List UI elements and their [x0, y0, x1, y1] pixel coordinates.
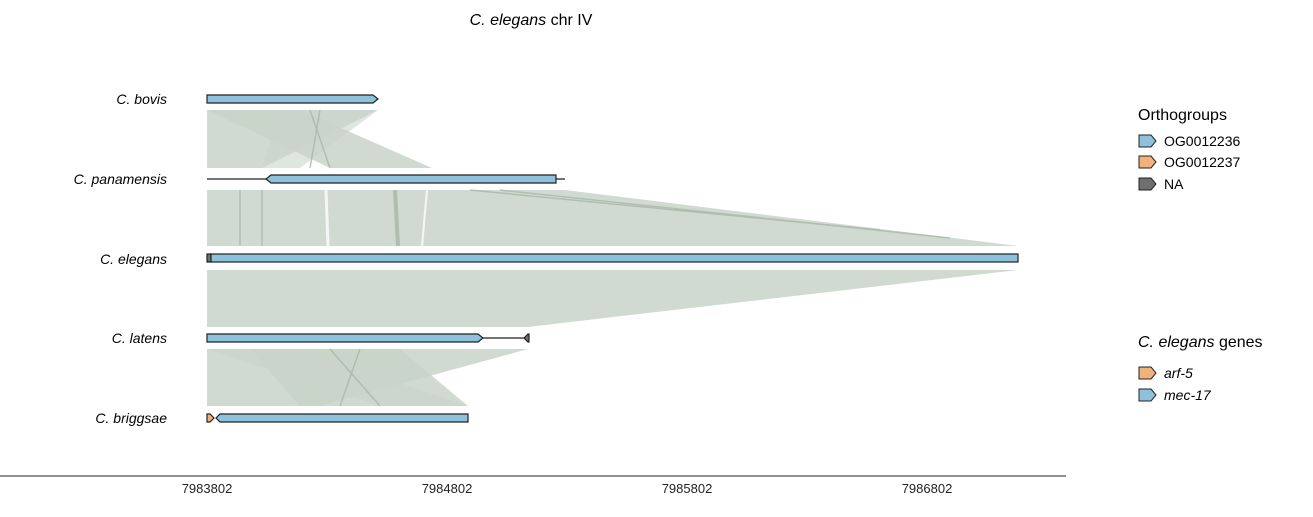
gene-briggsae-mec17 — [215, 413, 469, 423]
x-tick-label: 7985802 — [662, 481, 713, 496]
synteny-ribbon-latens-briggsae-c — [207, 349, 468, 406]
x-tick-label: 7986802 — [902, 481, 953, 496]
legend-label-na: NA — [1164, 176, 1184, 192]
synteny-ribbons — [207, 110, 1018, 406]
synteny-ribbon-elegans-latens — [207, 270, 1018, 327]
legend-swatch-na — [1138, 177, 1157, 191]
track-label-panamensis: C. panamensis — [74, 171, 167, 187]
legend-orthogroups: Orthogroups OG0012236 OG0012237 NA — [1138, 107, 1240, 192]
gene-briggsae-arf5 — [206, 413, 215, 423]
synteny-stripes — [239, 109, 951, 407]
x-tick-label: 7984802 — [422, 481, 473, 496]
track-labels: C. bovis C. panamensis C. elegans C. lat… — [74, 91, 168, 426]
gene-elegans-mec17 — [210, 253, 1019, 263]
gene-latens-mec17 — [206, 333, 484, 343]
track-label-bovis: C. bovis — [116, 91, 167, 107]
gene-latens-na — [523, 333, 530, 343]
legend-label-mec17: mec-17 — [1164, 387, 1212, 403]
legend-orthogroups-title: Orthogroups — [1138, 107, 1227, 124]
gene-panamensis-mec17 — [265, 174, 557, 184]
track-label-briggsae: C. briggsae — [95, 410, 167, 426]
figure-title: C. elegans chr IV — [470, 12, 593, 29]
synteny-ribbon-panamensis-elegans — [207, 190, 1018, 246]
legend-label-arf5: arf-5 — [1164, 365, 1193, 381]
legend-genes: C. elegans genes arf-5 mec-17 — [1138, 334, 1263, 403]
legend-label-og0012237: OG0012237 — [1164, 154, 1240, 170]
legend-label-og0012236: OG0012236 — [1164, 133, 1240, 149]
gene-bovis-mec17 — [206, 94, 379, 104]
legend-swatch-mec17 — [1138, 388, 1157, 402]
x-tick-label: 7983802 — [182, 481, 233, 496]
legend-swatch-og0012236 — [1138, 134, 1157, 148]
track-label-elegans: C. elegans — [100, 251, 167, 267]
x-axis: 7983802 7984802 7985802 7986802 — [0, 475, 1066, 496]
legend-swatch-arf5 — [1138, 366, 1157, 380]
gene-tracks — [206, 94, 1019, 423]
legend-genes-title: C. elegans genes — [1138, 334, 1263, 351]
track-label-latens: C. latens — [112, 330, 167, 346]
legend-swatch-og0012237 — [1138, 155, 1157, 169]
